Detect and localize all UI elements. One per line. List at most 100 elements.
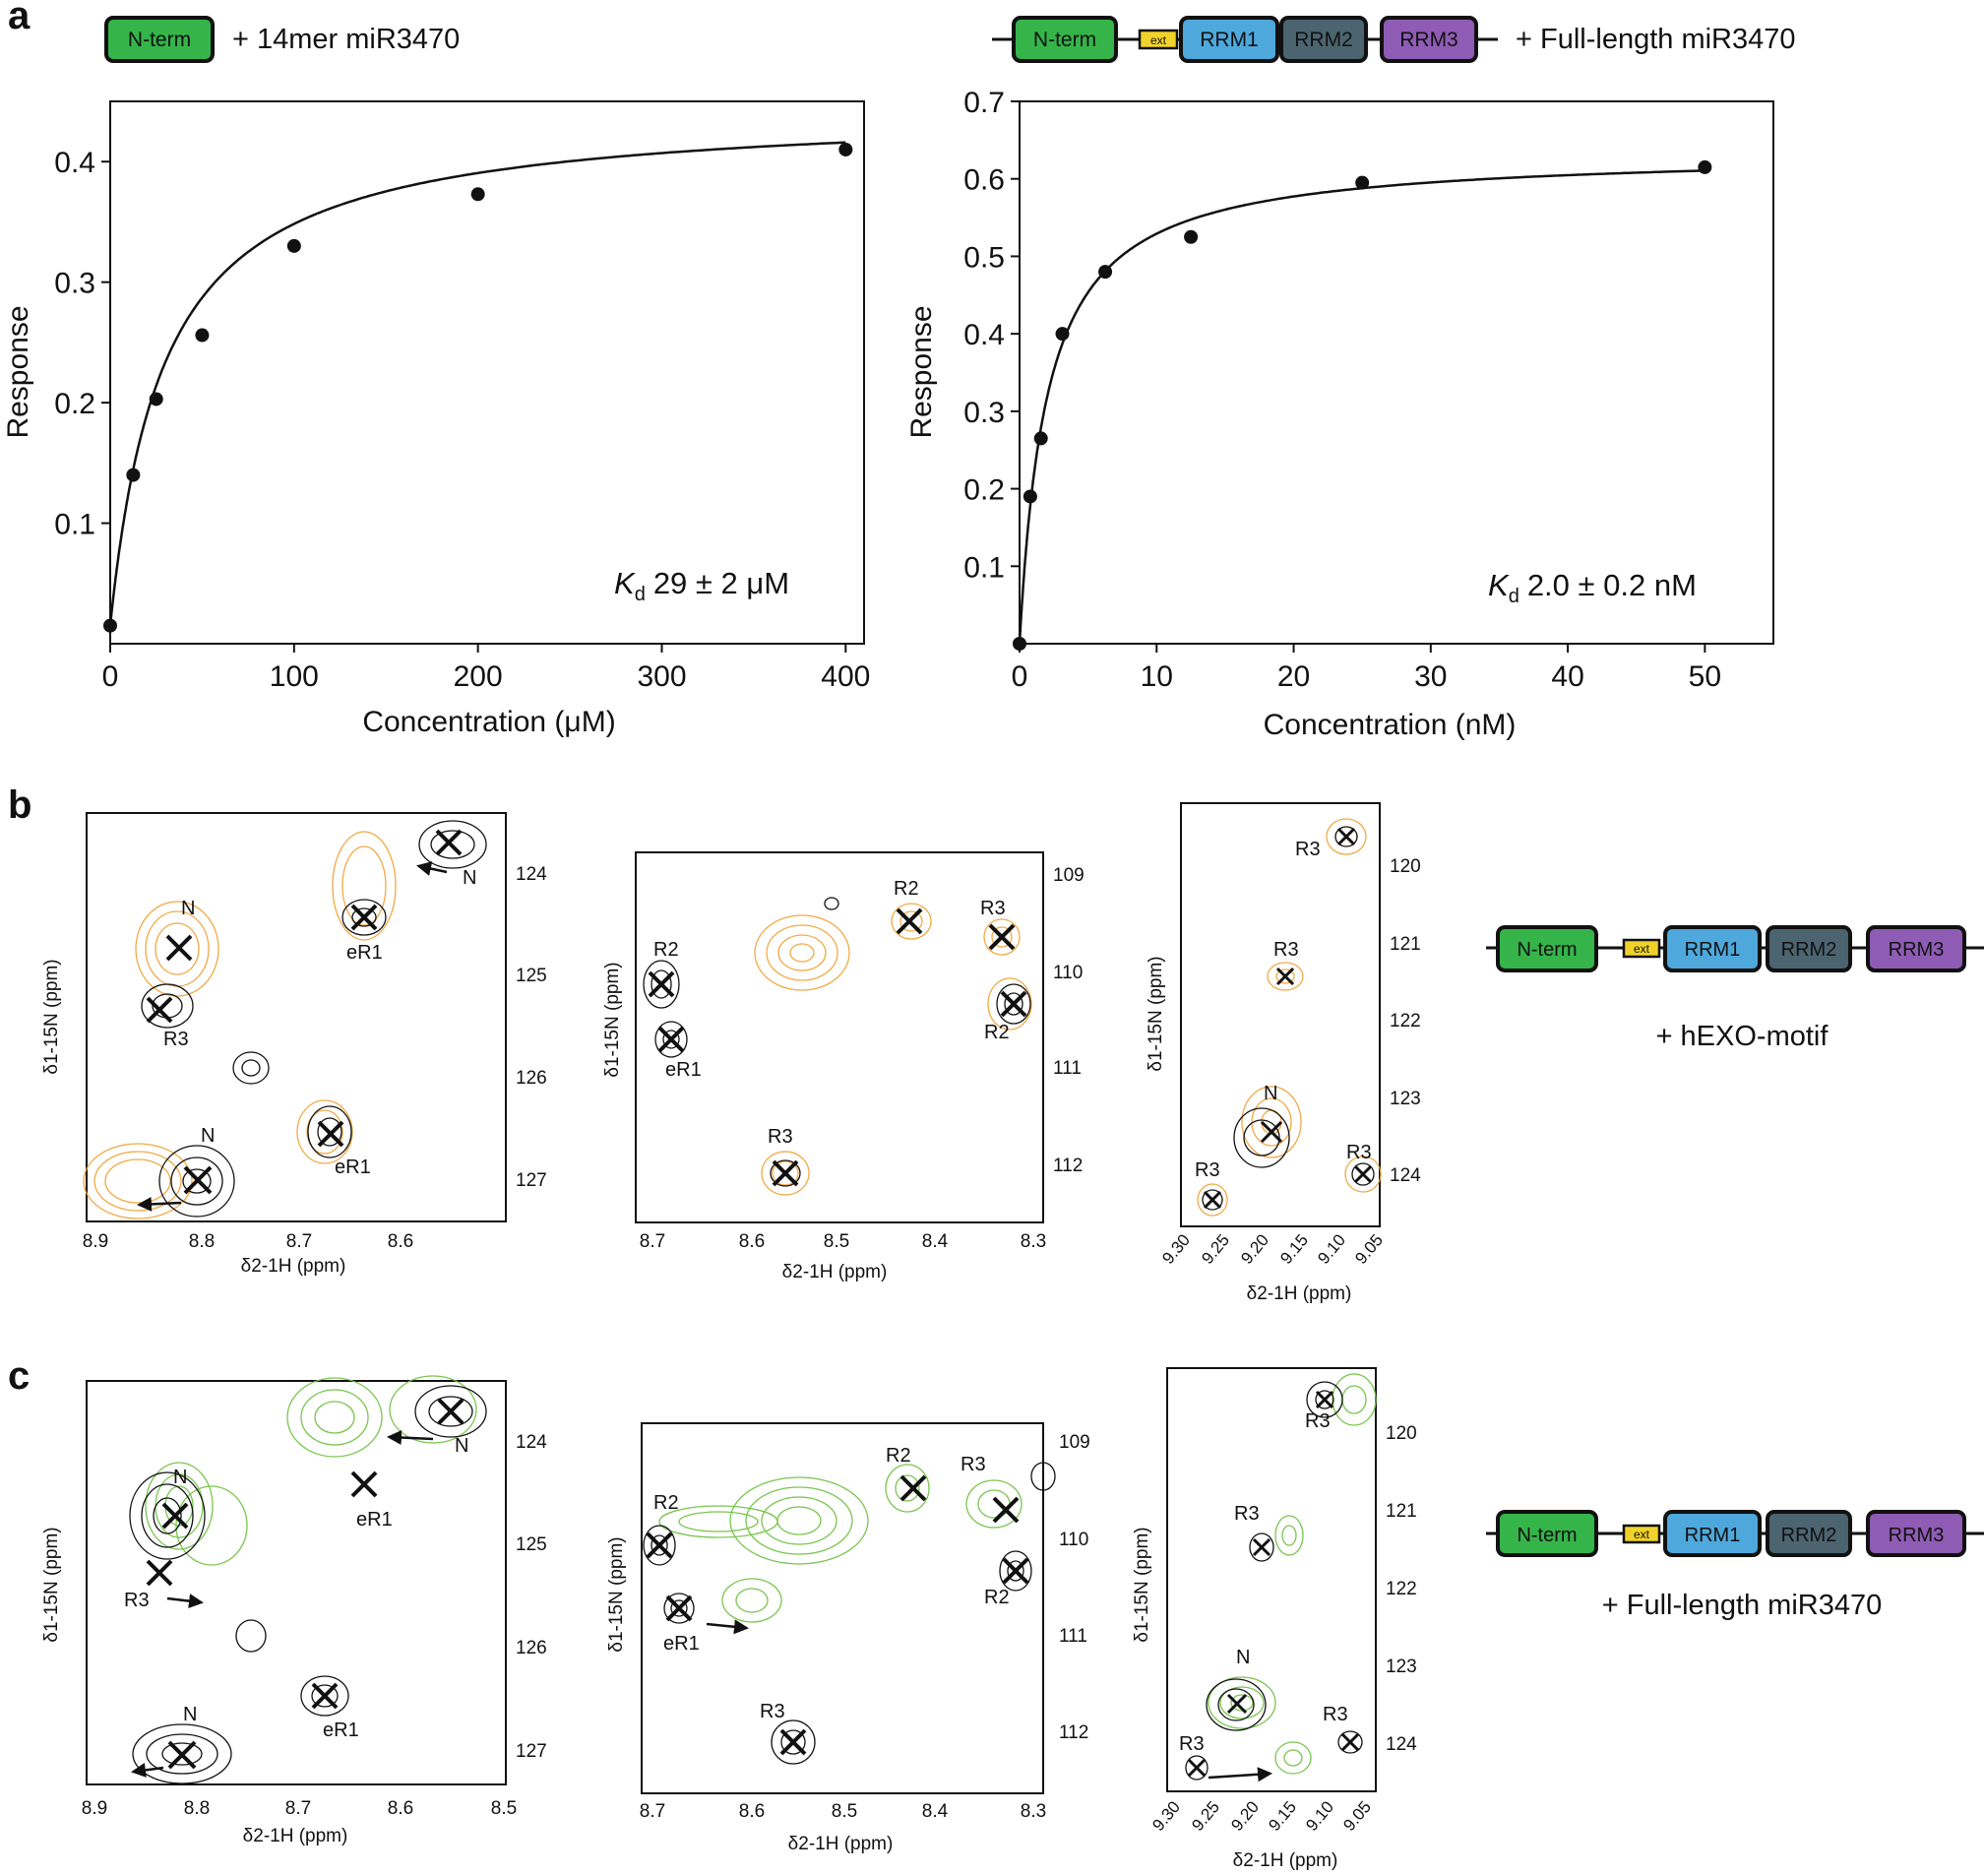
svg-text:N: N <box>183 1704 197 1725</box>
svg-text:R3: R3 <box>1295 839 1321 860</box>
svg-text:112: 112 <box>1053 1156 1083 1176</box>
axis-ticks: 0 100 200 300 400 0.1 0.2 0.3 0.4 <box>54 147 870 693</box>
panel-label-a: a <box>8 0 31 37</box>
svg-text:δ2-1H (ppm): δ2-1H (ppm) <box>788 1834 894 1854</box>
rrm3-label: RRM3 <box>1399 29 1458 51</box>
svg-text:8.7: 8.7 <box>640 1231 665 1252</box>
svg-text:124: 124 <box>516 1432 547 1453</box>
svg-text:ext: ext <box>1634 1528 1650 1541</box>
kd-annotation-right: Kd 2.0 ± 0.2 nM <box>1488 568 1697 607</box>
data-point <box>1033 431 1048 446</box>
binding-title-left: + 14mer miR3470 <box>232 24 460 55</box>
svg-text:eR1: eR1 <box>663 1633 700 1655</box>
nterm-domain <box>104 16 215 63</box>
svg-text:9.15: 9.15 <box>1276 1230 1312 1268</box>
rrm2-label: RRM2 <box>1294 29 1353 51</box>
svg-text:R2: R2 <box>653 1492 679 1514</box>
construct-full-length-b: N-term ext RRM1 RRM2 RRM3 <box>1486 925 1984 972</box>
svg-text:8.6: 8.6 <box>739 1801 765 1822</box>
svg-text:RRM1: RRM1 <box>1685 939 1741 961</box>
data-point <box>470 187 485 202</box>
svg-text:8.9: 8.9 <box>82 1798 107 1819</box>
data-point <box>1023 489 1037 504</box>
svg-text:RRM3: RRM3 <box>1889 1525 1945 1546</box>
data-point <box>195 328 210 343</box>
kd-annotation-left: Kd 29 ± 2 μM <box>614 566 789 605</box>
svg-text:8.4: 8.4 <box>922 1231 949 1252</box>
svg-text:8.9: 8.9 <box>83 1231 108 1252</box>
svg-text:RRM2: RRM2 <box>1781 1525 1837 1546</box>
nmr-panel-b3: R3 R3 N R3 R3 9.30 9.25 9.20 9.15 9.10 9… <box>1146 802 1421 1304</box>
svg-text:8.3: 8.3 <box>1021 1801 1046 1822</box>
nmr-panel-b1: N N eR1 R3 N eR1 8.9 8.8 8.7 8.6 124 125 12… <box>41 812 547 1277</box>
svg-text:N: N <box>181 898 195 919</box>
y-axis-label: Response <box>2 305 34 438</box>
svg-text:R2: R2 <box>984 1022 1010 1043</box>
ligand-label-b: + hEXO-motif <box>1656 1021 1829 1052</box>
svg-text:124: 124 <box>516 864 547 885</box>
svg-text:N: N <box>1264 1083 1277 1104</box>
svg-text:8.6: 8.6 <box>388 1231 413 1252</box>
x-tick-label: 10 <box>1141 660 1173 693</box>
svg-text:111: 111 <box>1053 1058 1082 1079</box>
svg-text:122: 122 <box>1386 1579 1417 1599</box>
x-tick-label: 0 <box>102 660 119 693</box>
svg-text:123: 123 <box>1386 1657 1417 1677</box>
svg-text:δ2-1H (ppm): δ2-1H (ppm) <box>1233 1850 1338 1871</box>
svg-text:δ1-15N (ppm): δ1-15N (ppm) <box>606 1536 627 1652</box>
svg-text:R3: R3 <box>961 1454 986 1475</box>
svg-text:R3: R3 <box>1346 1142 1372 1163</box>
data-point <box>1184 229 1199 244</box>
svg-text:R3: R3 <box>1234 1503 1260 1525</box>
construct-nterm-short: N-term <box>104 16 215 63</box>
svg-text:9.10: 9.10 <box>1314 1230 1349 1268</box>
rrm1-label: RRM1 <box>1200 29 1259 51</box>
svg-text:N: N <box>201 1125 215 1147</box>
binding-title-right: + Full-length miR3470 <box>1516 24 1796 55</box>
ext-label: ext <box>1150 33 1167 47</box>
x-tick-label: 200 <box>454 660 503 693</box>
svg-text:8.7: 8.7 <box>640 1801 665 1822</box>
svg-text:δ2-1H (ppm): δ2-1H (ppm) <box>782 1262 888 1282</box>
svg-text:N-term: N-term <box>1517 939 1577 961</box>
data-point <box>1013 637 1026 651</box>
nterm-label: N-term <box>1033 29 1096 51</box>
fit-curve <box>108 141 846 626</box>
svg-text:eR1: eR1 <box>346 942 383 964</box>
nterm-label: N-term <box>128 29 191 51</box>
svg-text:8.7: 8.7 <box>286 1231 312 1252</box>
svg-text:9.05: 9.05 <box>1339 1797 1375 1835</box>
svg-text:8.8: 8.8 <box>184 1798 210 1819</box>
nmr-peaks <box>83 820 487 1219</box>
svg-text:8.4: 8.4 <box>922 1801 949 1822</box>
svg-text:R3: R3 <box>1273 939 1299 961</box>
svg-text:121: 121 <box>1386 1501 1417 1522</box>
svg-text:109: 109 <box>1053 865 1085 886</box>
binding-chart-right: 0 10 20 30 40 50 0.1 0.2 0.3 0.4 0.5 0.6 0.7 Concent… <box>905 87 1774 741</box>
svg-text:R3: R3 <box>768 1126 793 1148</box>
y-tick-label: 0.1 <box>963 551 1005 584</box>
svg-text:120: 120 <box>1390 856 1421 877</box>
svg-text:N: N <box>173 1467 187 1488</box>
svg-text:124: 124 <box>1390 1165 1421 1186</box>
svg-text:121: 121 <box>1390 934 1421 955</box>
svg-text:RRM1: RRM1 <box>1685 1525 1741 1546</box>
y-tick-label: 0.4 <box>54 147 95 179</box>
construct-full-length-c: N-term ext RRM1 RRM2 RRM3 <box>1486 1510 1984 1557</box>
svg-text:N: N <box>463 867 476 889</box>
svg-text:110: 110 <box>1053 963 1083 983</box>
y-tick-label: 0.2 <box>54 388 95 420</box>
data-point <box>838 142 853 156</box>
y-tick-label: 0.6 <box>963 164 1005 197</box>
svg-text:R3: R3 <box>1195 1159 1220 1181</box>
nmr-panel-b2: R2 eR1 R2 R3 R2 R3 8.7 8.6 8.5 8.4 8.3 109… <box>602 851 1085 1282</box>
data-point <box>126 468 141 482</box>
svg-text:120: 120 <box>1386 1423 1417 1444</box>
svg-text:eR1: eR1 <box>356 1509 393 1531</box>
y-tick-label: 0.3 <box>54 268 95 300</box>
x-tick-label: 40 <box>1551 660 1583 693</box>
y-axis-label: Response <box>905 305 938 438</box>
y-tick-label: 0.4 <box>963 319 1005 351</box>
svg-text:N-term: N-term <box>1517 1525 1577 1546</box>
svg-text:122: 122 <box>1390 1011 1421 1032</box>
